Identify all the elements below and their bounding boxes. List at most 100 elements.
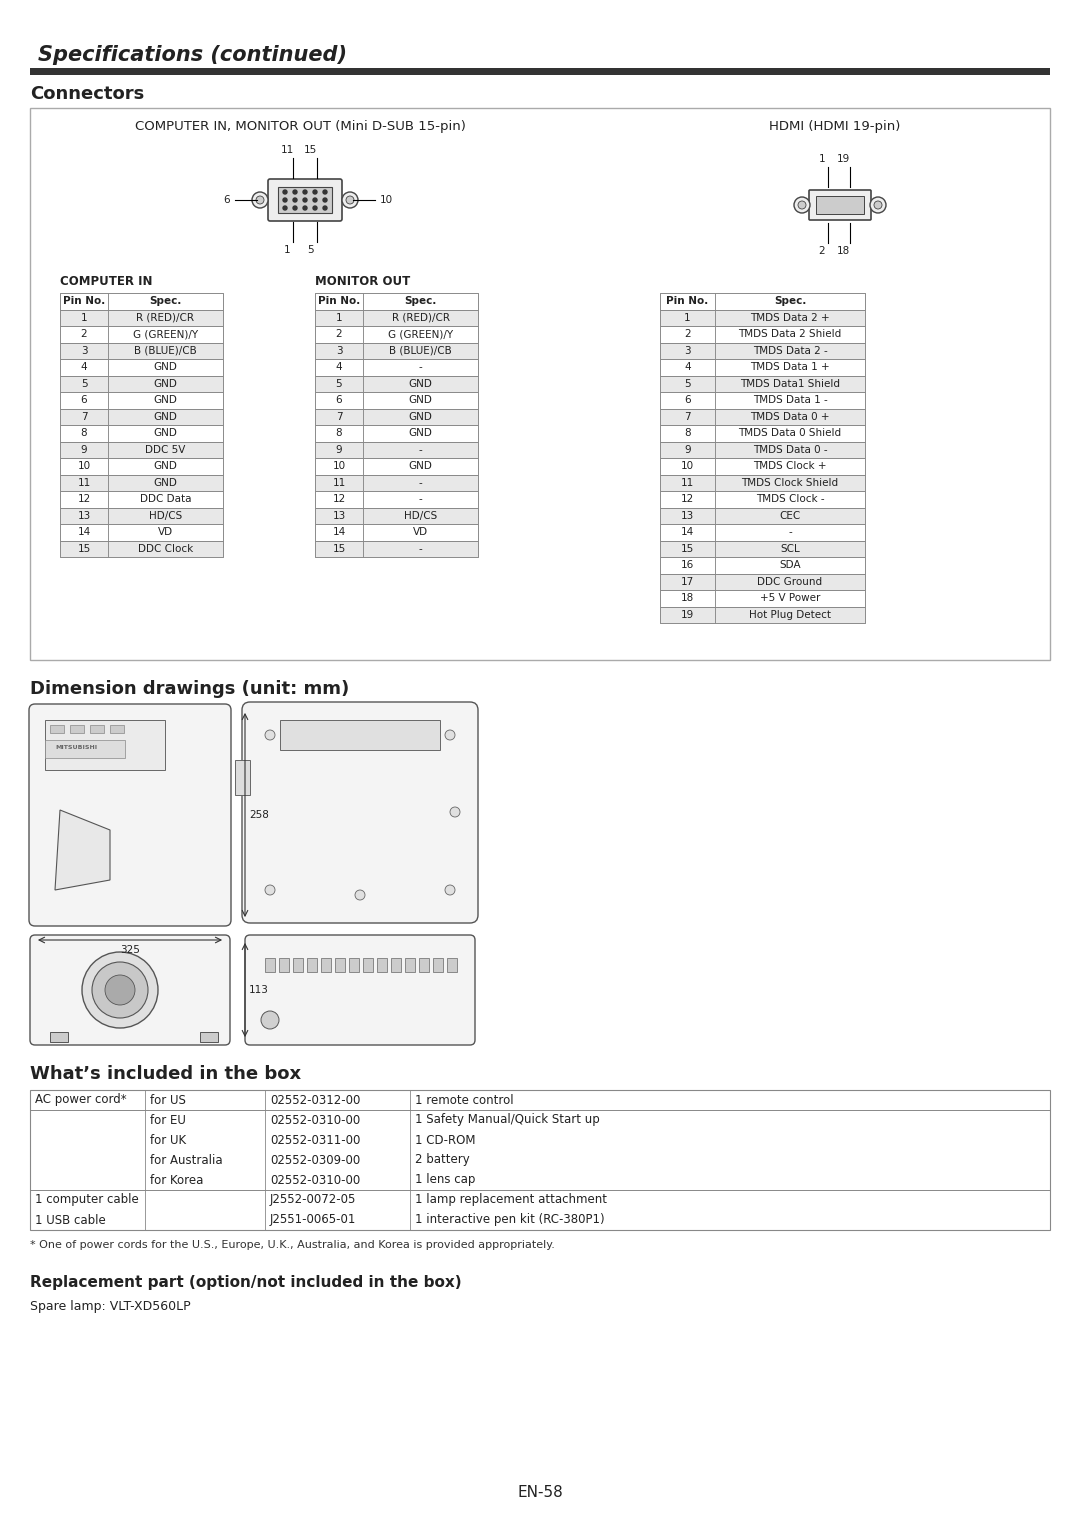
Text: G (GREEN)/Y: G (GREEN)/Y	[133, 330, 198, 339]
Text: GND: GND	[153, 478, 177, 487]
Text: 13: 13	[680, 510, 694, 521]
Text: 2: 2	[81, 330, 87, 339]
Text: 3: 3	[81, 345, 87, 356]
Bar	[715, 359, 865, 376]
Text: 4: 4	[81, 362, 87, 373]
Text: 7: 7	[336, 412, 342, 421]
Bar	[110, 725, 124, 733]
Bar	[60, 392, 108, 409]
Bar	[363, 409, 478, 425]
Text: Pin No.: Pin No.	[318, 296, 360, 307]
Text: 18: 18	[836, 246, 850, 257]
Bar	[60, 475, 108, 492]
Bar	[363, 359, 478, 376]
Bar	[60, 342, 108, 359]
Bar	[60, 458, 222, 475]
Bar	[60, 310, 108, 325]
Bar	[349, 957, 359, 973]
Text: 15: 15	[303, 145, 316, 156]
Bar	[660, 606, 715, 623]
Text: GND: GND	[408, 395, 432, 405]
Text: 2: 2	[685, 330, 691, 339]
Bar	[363, 441, 478, 458]
Bar	[363, 475, 478, 492]
Bar	[660, 425, 865, 441]
Bar	[108, 376, 222, 392]
Bar	[30, 108, 1050, 660]
Bar	[660, 557, 865, 574]
Bar	[108, 492, 222, 507]
Text: 8: 8	[685, 428, 691, 438]
Bar	[108, 458, 222, 475]
Bar	[660, 441, 715, 458]
Text: GND: GND	[153, 379, 177, 389]
Bar	[363, 957, 373, 973]
Circle shape	[450, 806, 460, 817]
Bar	[315, 425, 363, 441]
Bar	[60, 475, 222, 492]
Text: 8: 8	[336, 428, 342, 438]
Bar	[315, 441, 478, 458]
Bar	[660, 310, 715, 325]
Bar	[315, 441, 363, 458]
Text: 6: 6	[81, 395, 87, 405]
Text: 8: 8	[81, 428, 87, 438]
Text: TMDS Data 1 -: TMDS Data 1 -	[753, 395, 827, 405]
Circle shape	[283, 199, 287, 202]
Bar	[315, 475, 363, 492]
Bar	[660, 524, 715, 541]
Text: * One of power cords for the U.S., Europe, U.K., Australia, and Korea is provide: * One of power cords for the U.S., Europ…	[30, 1240, 555, 1251]
Bar	[60, 325, 222, 342]
Bar	[363, 325, 478, 342]
Text: R (RED)/CR: R (RED)/CR	[136, 313, 194, 322]
Text: 14: 14	[333, 527, 346, 538]
Bar	[315, 458, 478, 475]
Bar	[315, 342, 363, 359]
Text: 258: 258	[249, 809, 269, 820]
Bar	[108, 507, 222, 524]
Bar	[108, 293, 222, 310]
Text: Spec.: Spec.	[404, 296, 436, 307]
Bar	[315, 409, 478, 425]
Bar	[363, 541, 478, 557]
Text: 11: 11	[281, 145, 294, 156]
Bar	[715, 458, 865, 475]
Bar	[60, 524, 108, 541]
Circle shape	[293, 206, 297, 211]
Bar	[660, 475, 865, 492]
Text: TMDS Data 0 -: TMDS Data 0 -	[753, 444, 827, 455]
Bar	[315, 310, 478, 325]
Bar	[307, 957, 318, 973]
Circle shape	[323, 189, 327, 194]
Bar	[315, 342, 478, 359]
Bar	[660, 325, 715, 342]
Bar	[60, 492, 108, 507]
Bar	[108, 325, 222, 342]
Text: 10: 10	[680, 461, 694, 472]
Text: AC power cord*: AC power cord*	[35, 1093, 126, 1107]
Bar	[660, 293, 715, 310]
Circle shape	[293, 199, 297, 202]
Text: 1 interactive pen kit (RC-380P1): 1 interactive pen kit (RC-380P1)	[415, 1214, 605, 1226]
Bar	[315, 492, 363, 507]
Bar	[315, 392, 478, 409]
Text: B (BLUE)/CB: B (BLUE)/CB	[134, 345, 197, 356]
Bar	[60, 507, 222, 524]
Bar	[315, 310, 363, 325]
Bar	[660, 524, 865, 541]
Text: MONITOR OUT: MONITOR OUT	[315, 275, 410, 289]
Text: -: -	[419, 444, 422, 455]
Text: for EU: for EU	[150, 1113, 186, 1127]
Bar	[660, 376, 715, 392]
Text: 11: 11	[78, 478, 91, 487]
Bar	[363, 507, 478, 524]
Circle shape	[293, 189, 297, 194]
Text: 9: 9	[685, 444, 691, 455]
Bar	[50, 725, 64, 733]
Bar	[447, 957, 457, 973]
Text: J2551-0065-01: J2551-0065-01	[270, 1214, 356, 1226]
Text: 12: 12	[78, 495, 91, 504]
Text: 15: 15	[333, 544, 346, 554]
Text: G (GREEN)/Y: G (GREEN)/Y	[388, 330, 454, 339]
Bar	[60, 293, 222, 310]
